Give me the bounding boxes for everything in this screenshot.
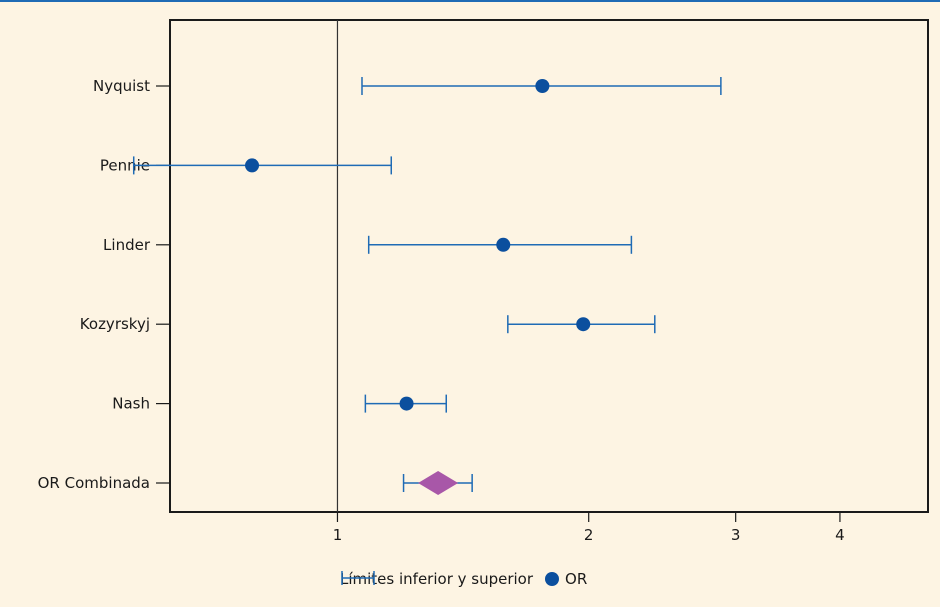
x-tick-label: 2: [584, 526, 594, 544]
pooled-diamond: [418, 471, 459, 495]
study-label: Nash: [112, 395, 150, 413]
x-tick-label: 4: [835, 526, 845, 544]
or-point: [576, 317, 591, 332]
legend-or-label: OR: [565, 570, 588, 588]
study-label: Nyquist: [93, 77, 150, 95]
pooled-label: OR Combinada: [38, 474, 150, 492]
x-tick-label: 3: [731, 526, 741, 544]
x-tick-label: 1: [333, 526, 343, 544]
or-point: [245, 158, 260, 173]
or-point: [535, 79, 550, 93]
study-label: Pennie: [100, 156, 150, 174]
legend-ci-swatch: [341, 571, 375, 585]
study-label: Linder: [103, 236, 151, 254]
or-point: [496, 237, 511, 252]
or-point: [399, 396, 414, 411]
study-label: Kozyrskyj: [80, 315, 150, 333]
legend-or-dot: [545, 572, 560, 586]
legend: Límites inferior y superior OR: [340, 570, 587, 588]
legend-ci-label: Límites inferior y superior: [340, 570, 534, 588]
plot-area: [169, 19, 929, 513]
